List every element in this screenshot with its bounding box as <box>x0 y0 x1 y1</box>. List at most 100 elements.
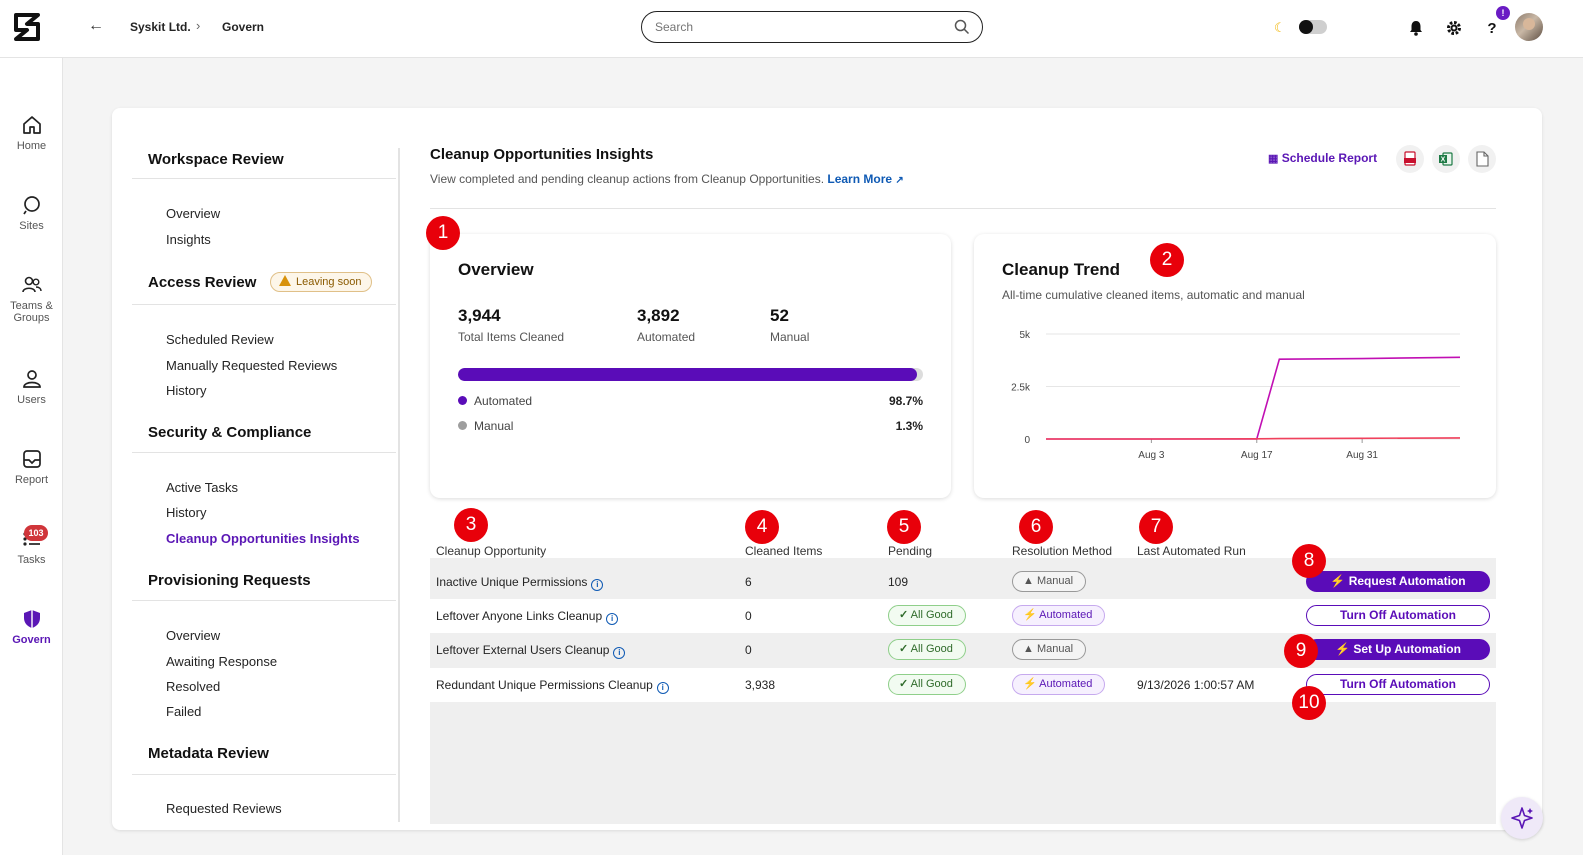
subnav-cleanup-insights[interactable]: Cleanup Opportunities Insights <box>166 531 360 546</box>
search-icon[interactable] <box>954 19 970 35</box>
search-box[interactable] <box>641 11 983 43</box>
legend-dot-automated <box>458 396 467 405</box>
nav-users[interactable]: Users <box>0 368 63 406</box>
learn-more-link[interactable]: Learn More ↗ <box>827 172 903 186</box>
export-csv-button[interactable] <box>1468 145 1496 173</box>
annotation-marker-6: 6 <box>1019 510 1053 544</box>
table-row: Inactive Unique Permissions i 6 109 ▲ Man… <box>430 565 1496 599</box>
left-nav: Home Sites Teams & Groups Users Report T… <box>0 58 63 855</box>
annotation-marker-10: 10 <box>1292 686 1326 720</box>
syskit-logo-icon[interactable] <box>12 11 42 43</box>
subnav-ar-history[interactable]: History <box>166 383 207 398</box>
section-workspace-review: Workspace Review <box>148 151 284 168</box>
subnav-sc-history[interactable]: History <box>166 505 207 520</box>
nav-report[interactable]: Report <box>0 448 63 486</box>
y-tick-label: 0 <box>1024 435 1030 446</box>
gear-icon[interactable] <box>1444 18 1464 38</box>
annotation-marker-5: 5 <box>887 510 921 544</box>
col-resolution-method: Resolution Method <box>1012 544 1113 558</box>
pdf-icon <box>1404 151 1416 166</box>
external-link-icon: ↗ <box>895 175 904 186</box>
info-icon[interactable]: i <box>613 647 626 659</box>
nav-tasks-label: Tasks <box>17 554 46 566</box>
section-provisioning-requests: Provisioning Requests <box>148 572 311 589</box>
info-icon[interactable]: i <box>656 682 669 694</box>
trend-title: Cleanup Trend <box>1002 260 1121 279</box>
info-icon[interactable]: i <box>606 613 619 625</box>
section-metadata-review: Metadata Review <box>148 745 269 762</box>
breadcrumb-org[interactable]: Syskit Ltd. <box>130 20 191 34</box>
schedule-report-button[interactable]: ▦ Schedule Report <box>1268 151 1377 165</box>
govern-subnav: Workspace Review Overview Insights Acces… <box>132 148 400 828</box>
request-automation-button[interactable]: ⚡ Request Automation <box>1306 571 1490 592</box>
info-icon[interactable]: i <box>591 579 604 591</box>
nav-govern[interactable]: Govern <box>0 608 63 646</box>
method-label: Manual <box>1036 575 1074 587</box>
sparkle-icon <box>1511 807 1533 829</box>
turn-off-automation-button[interactable]: Turn Off Automation <box>1306 605 1490 626</box>
subnav-ws-insights[interactable]: Insights <box>166 232 211 247</box>
nav-users-label: Users <box>17 394 46 406</box>
lightning-icon: ⚡ <box>1023 609 1037 621</box>
x-tick-label: Aug 31 <box>1346 450 1378 461</box>
subnav-requested-reviews[interactable]: Requested Reviews <box>166 801 282 816</box>
automation-ratio-bar <box>458 368 923 381</box>
row-name: Redundant Unique Permissions Cleanup i <box>436 678 669 694</box>
nav-home[interactable]: Home <box>0 114 63 152</box>
nav-report-label: Report <box>14 474 49 486</box>
action-label: Request Automation <box>1348 574 1466 588</box>
annotation-marker-7: 7 <box>1139 510 1173 544</box>
annotation-marker-3: 3 <box>454 508 488 542</box>
pending-badge-all-good: ✓ All Good <box>888 605 966 626</box>
bell-icon[interactable] <box>1406 18 1426 38</box>
table-row: Leftover External Users Cleanup i 0 ✓ All… <box>430 633 1496 667</box>
subnav-pr-overview[interactable]: Overview <box>166 628 221 643</box>
nav-sites[interactable]: Sites <box>0 194 63 232</box>
row-cleaned: 3,938 <box>745 678 776 692</box>
section-access-review: Access Review <box>148 274 257 291</box>
row-name: Inactive Unique Permissions i <box>436 575 604 591</box>
trend-chart: 0 2.5k 5k Aug 3 Aug 17 Aug 31 <box>1011 330 1461 461</box>
stat-automated-value: 3,892 <box>637 306 680 325</box>
export-pdf-button[interactable] <box>1396 145 1424 173</box>
legend-manual: Manual <box>458 419 513 433</box>
warning-icon <box>279 275 291 286</box>
copilot-button[interactable] <box>1501 797 1543 839</box>
checkmark-icon: ✓ <box>899 609 909 621</box>
row-name-text: Leftover Anyone Links Cleanup <box>436 609 603 623</box>
schedule-report-label: Schedule Report <box>1281 151 1378 165</box>
avatar[interactable] <box>1515 13 1543 41</box>
teams-icon <box>21 276 42 293</box>
export-excel-button[interactable]: X <box>1432 145 1460 173</box>
legend-manual-label: Manual <box>474 419 514 433</box>
help-icon[interactable]: ? <box>1482 18 1502 38</box>
stat-manual-label: Manual <box>770 330 810 344</box>
back-arrow-icon[interactable]: ← <box>88 17 104 34</box>
nav-teams-groups[interactable]: Teams & Groups <box>0 274 63 324</box>
annotation-marker-1: 1 <box>426 216 460 250</box>
subnav-ws-overview[interactable]: Overview <box>166 206 221 221</box>
lightning-icon: ⚡ <box>1023 678 1037 690</box>
stat-manual-value: 52 <box>770 306 789 325</box>
search-input[interactable] <box>655 20 945 34</box>
legend-dot-manual <box>458 421 467 430</box>
col-cleaned-items: Cleaned Items <box>745 544 823 558</box>
checkmark-icon: ✓ <box>899 643 909 655</box>
nav-home-label: Home <box>16 140 47 152</box>
subnav-active-tasks[interactable]: Active Tasks <box>166 480 239 495</box>
subnav-failed[interactable]: Failed <box>166 704 202 719</box>
subnav-resolved[interactable]: Resolved <box>166 679 221 694</box>
subnav-scheduled-review[interactable]: Scheduled Review <box>166 332 274 347</box>
trend-subtitle: All-time cumulative cleaned items, autom… <box>1002 288 1305 302</box>
set-up-automation-button[interactable]: ⚡ Set Up Automation <box>1306 639 1490 660</box>
action-label: Set Up Automation <box>1353 642 1461 656</box>
nav-govern-label: Govern <box>12 634 51 646</box>
sites-icon <box>22 196 40 215</box>
section-divider <box>132 600 396 601</box>
header-divider <box>430 208 1496 209</box>
row-name: Leftover External Users Cleanup i <box>436 643 626 659</box>
subnav-awaiting-response[interactable]: Awaiting Response <box>166 654 278 669</box>
dark-mode-toggle[interactable] <box>1299 20 1327 34</box>
subnav-manual-reviews[interactable]: Manually Requested Reviews <box>166 358 338 373</box>
turn-off-automation-button[interactable]: Turn Off Automation <box>1306 674 1490 695</box>
